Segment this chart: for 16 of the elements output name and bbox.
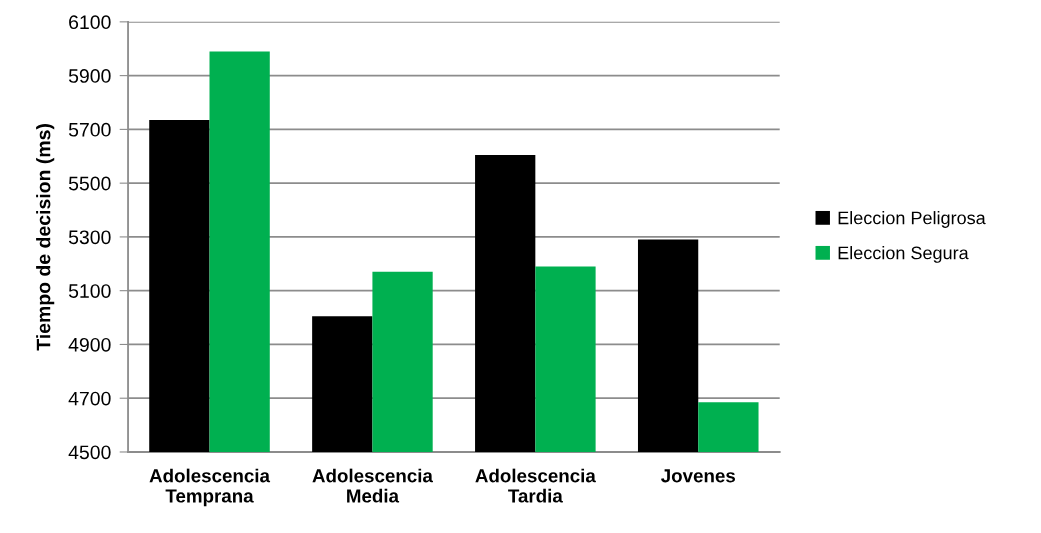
y-tick-label: 4900 — [68, 337, 111, 352]
y-tick-label: 5900 — [68, 69, 111, 83]
y-tick-label: 5700 — [68, 122, 111, 137]
x-tick-label: Adolescencia Media — [312, 468, 433, 503]
legend-label: Eleccion Peligrosa — [838, 211, 986, 228]
y-tick-label: 5500 — [68, 176, 111, 191]
y-tick-label: 5100 — [68, 284, 111, 298]
x-tick-label: Jovenes — [661, 469, 736, 483]
y-tick-label: 6100 — [69, 15, 111, 30]
y-tick-label: 4700 — [68, 391, 111, 406]
x-tick-label: Adolescencia Temprana — [149, 468, 271, 507]
y-tick-label: 5300 — [68, 230, 111, 245]
legend-label: Eleccion Segura — [838, 246, 969, 263]
y-axis-title: Tiempo de decision (ms) — [36, 124, 55, 351]
y-tick-label: 4500 — [68, 445, 111, 460]
x-tick-label: Adolescencia Tardia — [475, 468, 596, 503]
